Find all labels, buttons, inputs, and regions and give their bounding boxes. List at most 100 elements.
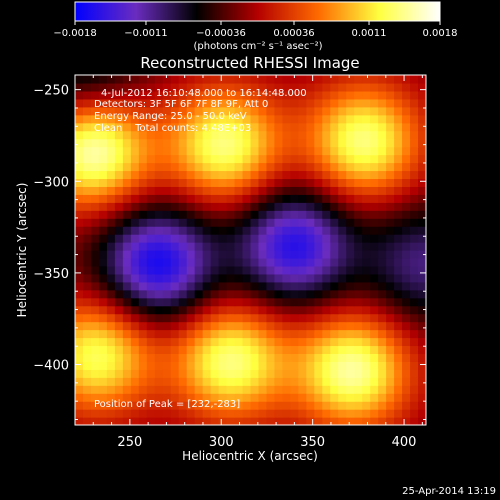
heatmap-cell [162, 210, 172, 219]
heatmap-cell [274, 313, 284, 323]
heatmap-cell [170, 202, 180, 211]
heatmap-cell [394, 250, 403, 259]
heatmap-cell [402, 242, 411, 251]
heatmap-cell [234, 114, 244, 124]
heatmap-cell [130, 98, 140, 108]
colorbar-tick-label: −0.0018 [53, 28, 96, 39]
heatmap-cell [322, 210, 331, 219]
heatmap-cell [410, 409, 419, 418]
heatmap-cell [178, 401, 188, 410]
heatmap-cell [202, 242, 212, 251]
heatmap-cell [386, 369, 395, 378]
heatmap-cell [402, 345, 411, 355]
heatmap-cell [290, 194, 299, 203]
heatmap-cell [146, 361, 156, 370]
heatmap-cell [314, 75, 323, 84]
heatmap-cell [330, 114, 339, 124]
heatmap-cell [282, 345, 291, 355]
heatmap-cell [234, 170, 244, 180]
heatmap-cell [402, 82, 411, 92]
heatmap-cell [218, 210, 228, 219]
heatmap-cell [218, 273, 228, 283]
heatmap-cell [130, 242, 140, 251]
heatmap-cell [106, 178, 116, 187]
heatmap-cell [186, 265, 196, 275]
heatmap-cell [90, 186, 100, 195]
heatmap-cell [250, 250, 260, 259]
heatmap-cell [106, 250, 116, 259]
heatmap-cell [234, 210, 244, 219]
heatmap-cell [354, 234, 363, 243]
heatmap-cell [346, 250, 355, 259]
heatmap-cell [218, 250, 228, 259]
heatmap-cell [410, 98, 419, 108]
heatmap-cell [410, 138, 419, 148]
heatmap-cell [346, 305, 355, 315]
heatmap-cell [242, 329, 252, 339]
heatmap-cell [282, 170, 291, 180]
heatmap-cell [226, 313, 236, 323]
heatmap-cell [210, 114, 220, 124]
heatmap-cell [186, 226, 196, 235]
heatmap-cell [410, 321, 419, 331]
heatmap-cell [322, 202, 331, 211]
heatmap-cell [106, 417, 116, 425]
heatmap-cell [306, 90, 315, 100]
heatmap-cell [154, 345, 164, 355]
heatmap-cell [154, 321, 164, 331]
heatmap-cell [314, 321, 323, 331]
heatmap-cell [274, 75, 284, 84]
heatmap-cell [162, 218, 172, 227]
heatmap-cell [218, 162, 228, 172]
heatmap-cell [186, 234, 196, 243]
heatmap-cell [250, 273, 260, 283]
heatmap-cell [146, 138, 156, 148]
heatmap-cell [98, 297, 108, 307]
heatmap-cell [402, 170, 411, 180]
heatmap-cell [186, 409, 196, 418]
heatmap-cell [75, 218, 84, 227]
heatmap-cell [90, 377, 100, 386]
heatmap-cell [130, 250, 140, 259]
heatmap-cell [154, 154, 164, 164]
heatmap-cell [75, 361, 84, 370]
heatmap-cell [226, 305, 236, 315]
heatmap-cell [194, 218, 204, 227]
heatmap-cell [250, 130, 260, 140]
heatmap-cell [394, 273, 403, 283]
heatmap-cell [154, 114, 164, 124]
heatmap-cell [138, 98, 148, 108]
heatmap-cell [82, 178, 92, 187]
heatmap-cell [98, 138, 108, 148]
heatmap-cell [218, 90, 228, 100]
heatmap-cell [282, 257, 291, 267]
heatmap-cell [75, 305, 84, 315]
heatmap-cell [122, 75, 132, 84]
heatmap-cell [330, 313, 339, 323]
heatmap-cell [234, 194, 244, 203]
y-axis-ticks [75, 89, 426, 421]
heatmap-cell [210, 186, 220, 195]
heatmap-cell [226, 154, 236, 164]
heatmap-cell [378, 281, 387, 291]
heatmap-cell [210, 401, 220, 410]
heatmap-cell [418, 329, 426, 339]
heatmap-cell [410, 146, 419, 156]
heatmap-cell [370, 361, 379, 370]
heatmap-cell [210, 361, 220, 370]
heatmap-cell [418, 297, 426, 307]
heatmap-cell [130, 226, 140, 235]
heatmap-cell [98, 305, 108, 315]
heatmap-cell [282, 106, 291, 116]
heatmap-cell [354, 329, 363, 339]
heatmap-cell [410, 297, 419, 307]
heatmap-cell [306, 218, 315, 227]
heatmap-cell [338, 98, 347, 108]
heatmap-cell [234, 138, 244, 148]
heatmap-cell [314, 90, 323, 100]
heatmap-cell [194, 75, 204, 84]
heatmap-cell [90, 122, 100, 132]
heatmap-cell [290, 377, 299, 386]
heatmap-cell [274, 106, 284, 116]
heatmap-cell [274, 345, 284, 355]
